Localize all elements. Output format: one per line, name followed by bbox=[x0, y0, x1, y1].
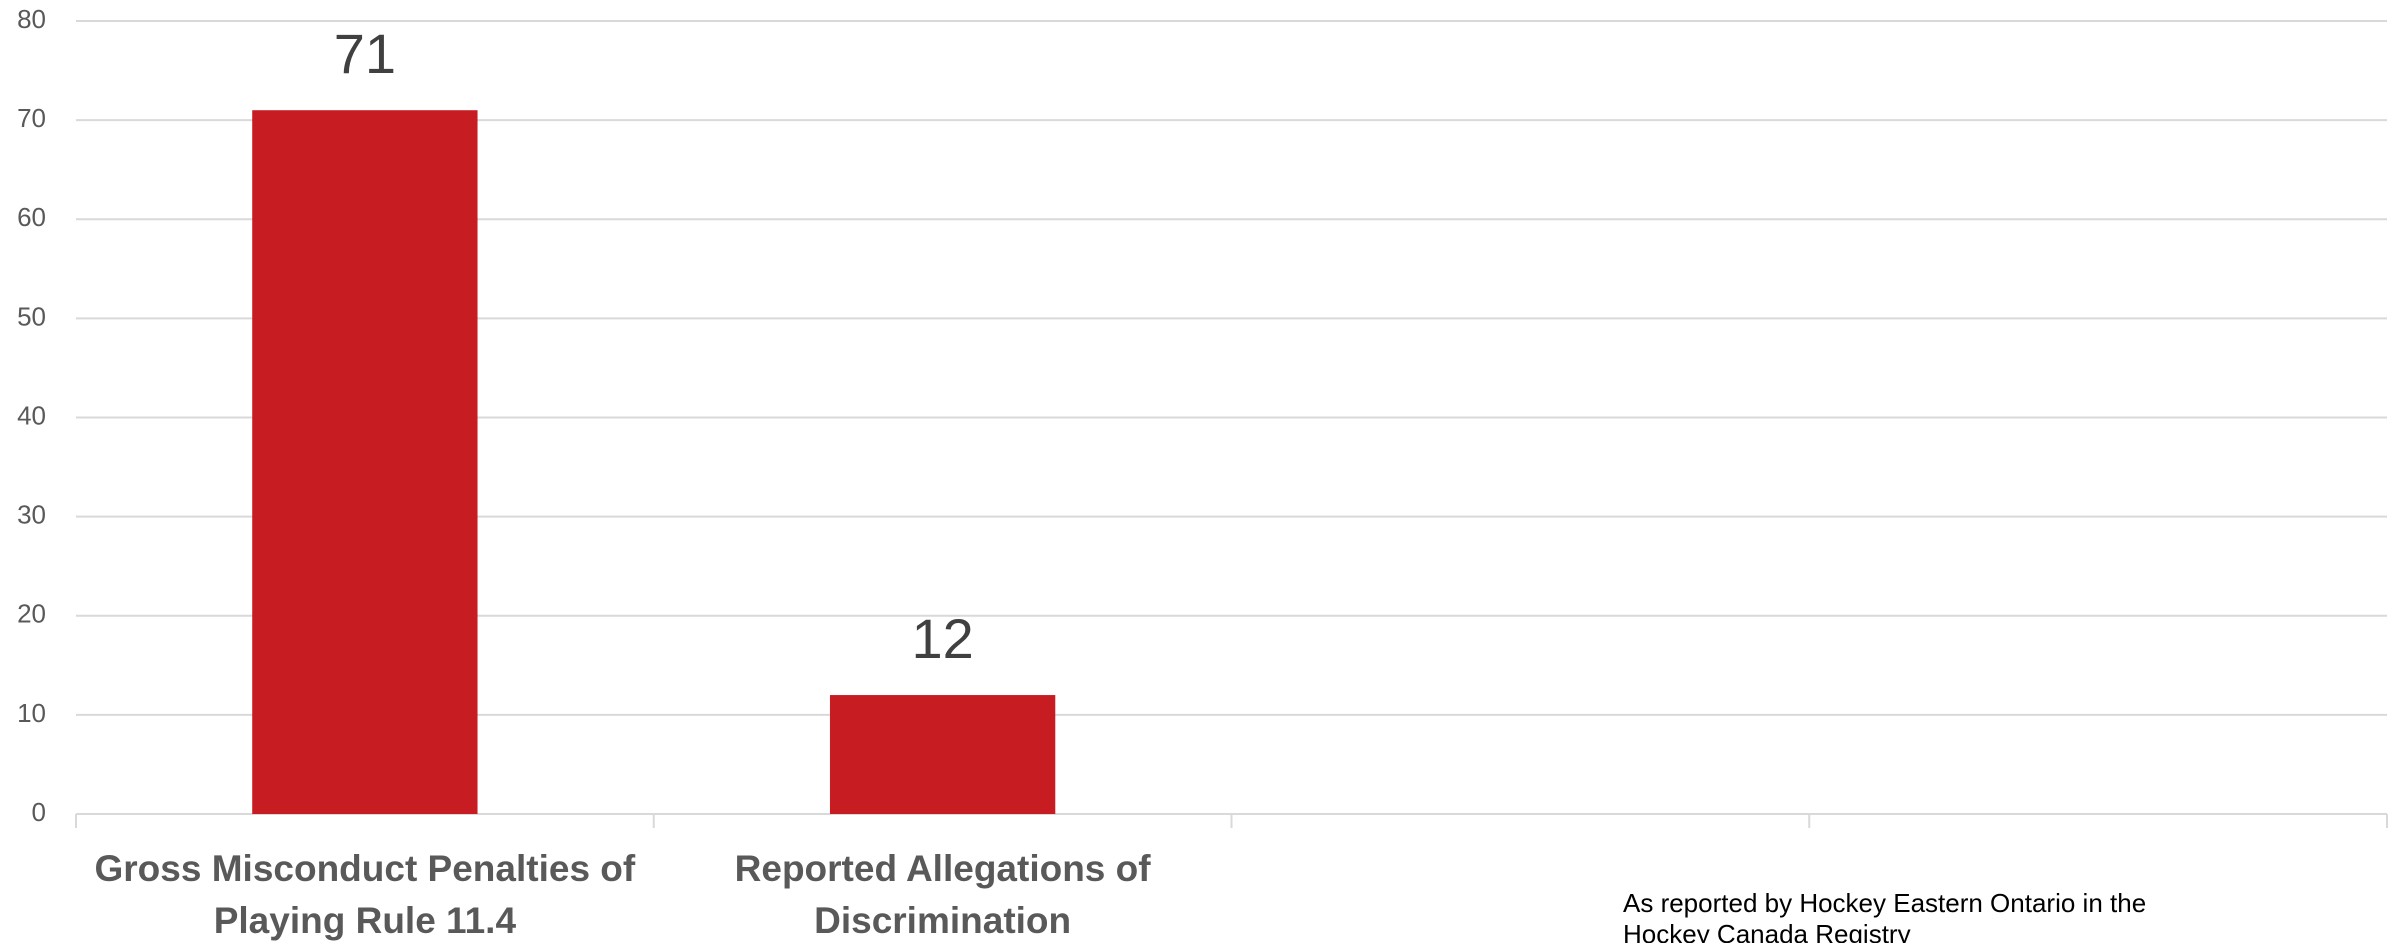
y-tick-label: 50 bbox=[17, 301, 46, 331]
bar bbox=[252, 110, 478, 814]
x-tick-label: Reported Allegations of Discrimination bbox=[734, 848, 1151, 941]
x-tick-label-box: Reported Allegations of Discrimination bbox=[734, 848, 1151, 941]
y-tick-label: 70 bbox=[17, 103, 46, 133]
value-label: 12 bbox=[911, 607, 973, 670]
y-tick-label: 80 bbox=[17, 4, 46, 34]
y-tick-label: 20 bbox=[17, 599, 46, 629]
y-tick-label: 30 bbox=[17, 500, 46, 530]
x-tick-label: Gross Misconduct Penalties of Playing Ru… bbox=[94, 848, 636, 941]
y-tick-label: 10 bbox=[17, 698, 46, 728]
annotation-box: As reported by Hockey Eastern Ontario in… bbox=[1623, 888, 2147, 943]
y-tick-label: 40 bbox=[17, 400, 46, 430]
bar bbox=[829, 695, 1056, 814]
annotation: As reported by Hockey Eastern Ontario in… bbox=[1623, 888, 2147, 943]
x-tick-label-box: Gross Misconduct Penalties of Playing Ru… bbox=[94, 848, 636, 941]
y-tick-label: 0 bbox=[32, 797, 46, 827]
y-tick-label: 60 bbox=[17, 202, 46, 232]
value-label: 71 bbox=[334, 22, 396, 85]
